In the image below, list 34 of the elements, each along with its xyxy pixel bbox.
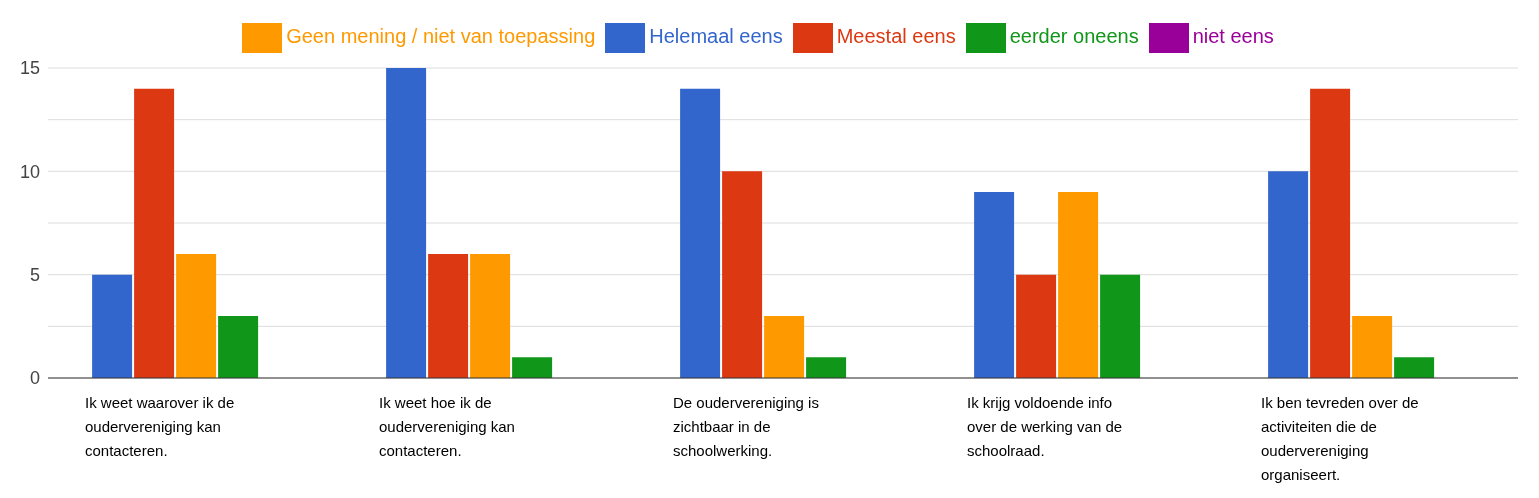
legend-label: Helemaal eens [649,25,783,48]
x-tick-label: De oudervereniging is zichtbaar in de schoolwerking. [673,394,819,459]
x-tick-label: Ik ben tevreden over de activiteiten die de oudervereniging organiseert. [1261,394,1419,483]
y-tick-label: 10 [19,161,40,182]
bar [134,88,175,378]
bar [176,254,217,378]
bar [764,316,805,378]
bar [722,171,763,378]
bar [1100,274,1141,378]
legend-label: niet eens [1192,25,1274,48]
y-tick-label: 15 [19,58,40,79]
bar [1394,357,1435,378]
bar [1310,88,1351,378]
bar [1058,192,1099,378]
legend-label: Meestal eens [836,25,956,48]
bar [218,316,259,378]
bar [1016,274,1057,378]
y-tick-label: 0 [29,368,40,389]
bar [386,68,427,378]
legend-label: eerder oneens [1009,25,1139,48]
x-tick-label: Ik weet hoe ik de oudervereniging kan contacteren. [379,394,515,459]
legend-label: Geen mening / niet van toepassing [286,25,596,48]
bar [470,254,511,378]
bar [512,357,553,378]
bar [1268,171,1309,378]
bar [428,254,469,378]
bar [680,88,721,378]
bar [1352,316,1393,378]
x-tick-label: Ik weet waarover ik de oudervereniging kan contacteren. [85,394,235,459]
bar [806,357,847,378]
x-tick-label: Ik krijg voldoende info over de werking van de schoolraad. [967,394,1123,459]
y-tick-label: 5 [29,265,40,286]
bar [974,192,1015,378]
bar [92,274,133,378]
